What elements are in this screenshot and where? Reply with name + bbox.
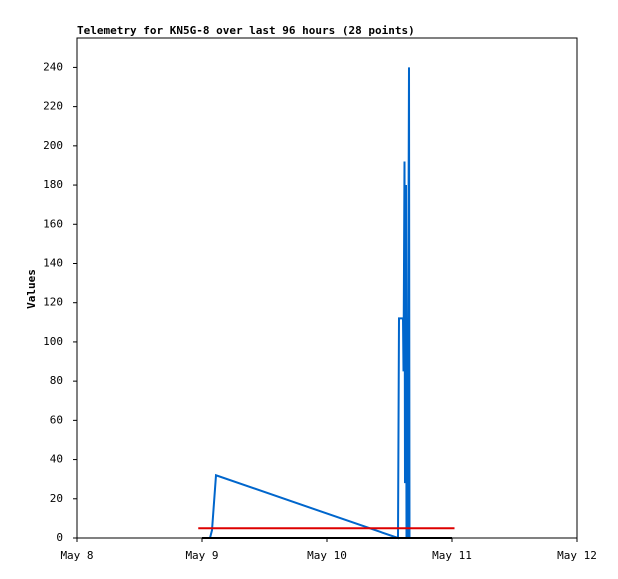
y-tick-label: 120 bbox=[43, 296, 63, 309]
y-tick-label: 0 bbox=[56, 531, 63, 544]
y-tick-label: 180 bbox=[43, 178, 63, 191]
y-tick-label: 220 bbox=[43, 100, 63, 113]
plot-frame bbox=[76, 37, 578, 539]
x-tick-label: May 10 bbox=[307, 549, 347, 562]
x-tick-label: May 12 bbox=[557, 549, 597, 562]
x-tick-label: May 11 bbox=[432, 549, 472, 562]
y-tick-label: 80 bbox=[50, 374, 63, 387]
y-tick-label: 100 bbox=[43, 335, 63, 348]
chart-title: Telemetry for KN5G-8 over last 96 hours … bbox=[77, 24, 415, 37]
y-tick-label: 60 bbox=[50, 413, 63, 426]
y-tick-label: 40 bbox=[50, 453, 63, 466]
y-tick-label: 20 bbox=[50, 492, 63, 505]
y-axis-label: Values bbox=[25, 269, 38, 309]
y-tick-label: 160 bbox=[43, 217, 63, 230]
x-tick-label: May 8 bbox=[60, 549, 93, 562]
y-tick-label: 240 bbox=[43, 60, 63, 73]
y-tick-label: 200 bbox=[43, 139, 63, 152]
series-line bbox=[209, 67, 411, 540]
y-tick-label: 140 bbox=[43, 256, 63, 269]
x-tick-label: May 9 bbox=[185, 549, 218, 562]
